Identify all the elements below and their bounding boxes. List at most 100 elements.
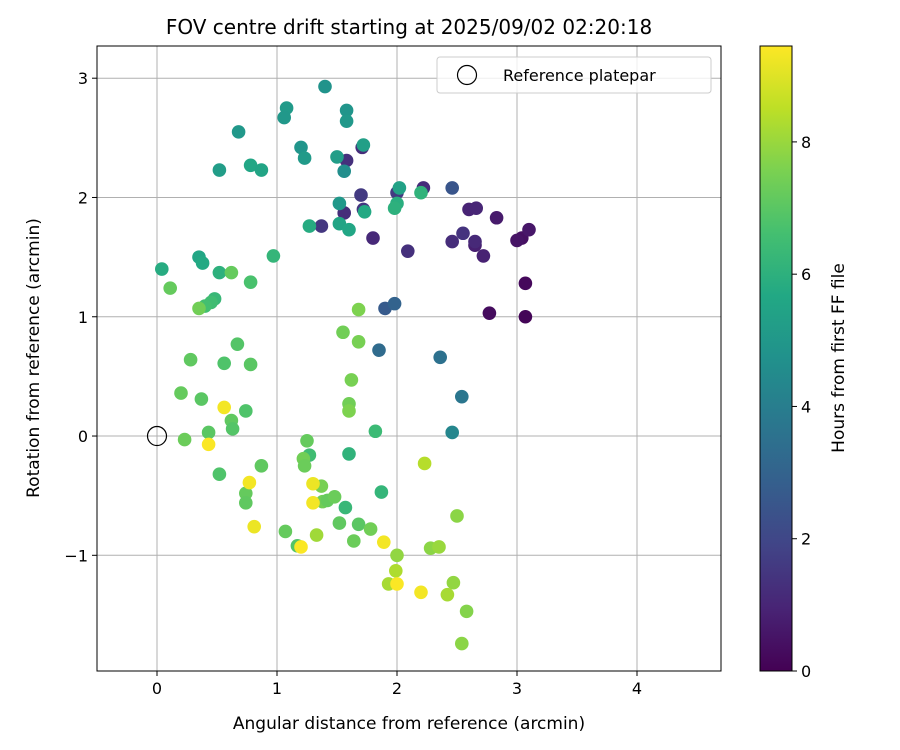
- data-point-126: [414, 585, 428, 600]
- data-point-118: [247, 519, 261, 534]
- data-point-104: [342, 404, 356, 418]
- data-point-1: [518, 276, 533, 291]
- data-point-31: [337, 164, 352, 179]
- colorbar: 0 2 4 6 8 Hours from first FF file: [759, 45, 849, 681]
- y-tick-label-1: 0: [78, 427, 88, 446]
- data-point-30: [445, 425, 460, 440]
- data-point-124: [377, 535, 391, 549]
- y-tick-label-0: −1: [64, 546, 88, 565]
- data-point-68: [192, 301, 206, 316]
- data-point-107: [309, 528, 324, 542]
- data-point-57: [212, 265, 227, 280]
- legend-marker-reference: [456, 64, 478, 86]
- reference-platepar-marker: [146, 425, 168, 447]
- colorbar-ticks: 0 2 4 6 8: [792, 133, 811, 681]
- data-point-69: [243, 275, 258, 289]
- colorbar-tick-label-0: 0: [801, 662, 811, 681]
- colorbar-label: Hours from first FF file: [829, 263, 849, 453]
- data-point-6: [489, 210, 504, 225]
- data-point-27: [372, 343, 386, 357]
- data-point-8: [476, 249, 491, 263]
- data-point-122: [306, 476, 320, 491]
- data-point-100: [351, 302, 366, 317]
- data-point-98: [363, 522, 378, 536]
- data-point-83: [254, 459, 269, 473]
- data-point-62: [342, 447, 356, 461]
- data-point-26: [387, 296, 402, 311]
- data-point-5: [522, 222, 536, 237]
- data-point-58: [266, 249, 281, 263]
- data-point-32: [318, 79, 332, 94]
- data-point-119: [217, 400, 231, 415]
- data-point-123: [306, 496, 320, 510]
- data-point-79: [225, 422, 240, 436]
- data-point-109: [389, 564, 403, 578]
- data-point-34: [339, 114, 354, 128]
- data-point-50: [392, 181, 407, 195]
- colorbar-tick-label-4: 8: [801, 133, 811, 152]
- y-axis-label: Rotation from reference (arcmin): [24, 218, 44, 498]
- data-point-52: [387, 201, 402, 216]
- data-point-41: [231, 125, 246, 139]
- y-tick-label-3: 2: [78, 188, 88, 207]
- data-point-24: [445, 181, 460, 195]
- x-tick-label-1: 1: [272, 679, 282, 698]
- chart-title: FOV centre drift starting at 2025/09/02 …: [166, 15, 652, 39]
- data-point-114: [440, 587, 455, 602]
- colorbar-tick-label-1: 2: [801, 530, 811, 549]
- data-point-67: [224, 265, 239, 280]
- data-point-75: [174, 386, 188, 400]
- data-point-40: [356, 138, 371, 152]
- colorbar-tick-label-2: 4: [801, 397, 811, 416]
- colorbar-bar: [759, 45, 793, 672]
- data-point-53: [414, 185, 428, 200]
- data-point-37: [294, 140, 308, 155]
- data-point-71: [183, 352, 198, 367]
- x-tick-label-2: 2: [392, 679, 402, 698]
- data-point-29: [455, 389, 469, 404]
- data-point-125: [390, 577, 404, 591]
- data-point-101: [351, 335, 366, 349]
- colorbar-tick-label-3: 6: [801, 265, 811, 284]
- data-point-110: [390, 548, 404, 563]
- x-axis-ticks: 0 1 2 3 4: [152, 671, 642, 698]
- data-point-13: [456, 226, 470, 241]
- data-point-73: [230, 337, 245, 351]
- data-point-88: [300, 433, 314, 448]
- data-point-11: [468, 234, 482, 249]
- data-point-65: [338, 500, 353, 515]
- data-point-42: [212, 163, 227, 177]
- data-point-82: [212, 467, 227, 481]
- data-point-43: [243, 158, 258, 173]
- data-point-47: [342, 222, 356, 237]
- data-point-113: [446, 575, 461, 590]
- data-point-64: [374, 485, 389, 499]
- data-point-120: [201, 437, 216, 452]
- data-point-102: [344, 373, 359, 387]
- y-axis-ticks: −1 0 1 2 3: [64, 69, 97, 565]
- data-point-105: [417, 456, 432, 471]
- data-point-115: [459, 604, 474, 619]
- data-point-4: [510, 233, 524, 248]
- x-tick-label-3: 3: [512, 679, 522, 698]
- data-point-121: [294, 540, 308, 554]
- legend-label-reference: Reference platepar: [503, 66, 656, 85]
- plot-frame: [96, 45, 722, 672]
- data-point-63: [368, 424, 383, 439]
- data-point-94: [327, 490, 342, 504]
- data-point-45: [332, 196, 347, 211]
- data-point-70: [163, 281, 177, 295]
- data-point-95: [332, 516, 347, 530]
- data-point-85: [239, 496, 253, 510]
- data-point-90: [297, 459, 312, 473]
- y-tick-label-4: 3: [78, 69, 88, 88]
- data-point-21: [354, 188, 368, 202]
- data-point-72: [217, 356, 231, 371]
- legend-box: [436, 56, 712, 94]
- x-tick-label-0: 0: [152, 679, 162, 698]
- data-point-99: [336, 325, 350, 340]
- data-point-39: [330, 150, 344, 164]
- data-points: [146, 79, 536, 651]
- data-point-48: [357, 204, 372, 219]
- data-point-116: [455, 636, 469, 651]
